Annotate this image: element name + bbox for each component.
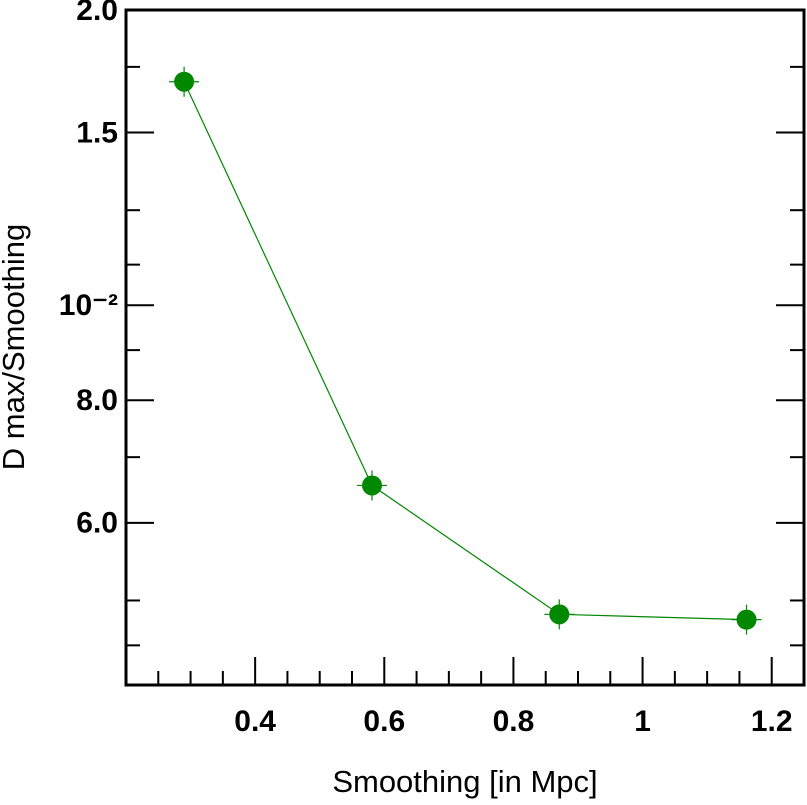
y-tick-label: 8.0 bbox=[76, 384, 118, 417]
data-line bbox=[183, 81, 747, 621]
marker bbox=[549, 604, 570, 625]
y-tick-label: 6.0 bbox=[76, 507, 118, 540]
x-axis-label: Smoothing [in Mpc] bbox=[332, 764, 597, 799]
x-tick-label: 0.8 bbox=[493, 705, 535, 738]
x-tick-label: 0.6 bbox=[363, 705, 405, 738]
x-tick-label: 0.4 bbox=[234, 705, 276, 738]
y-tick-label: 10⁻² bbox=[59, 289, 118, 322]
marker bbox=[736, 609, 757, 630]
marker bbox=[362, 475, 383, 496]
x-tick-label: 1.2 bbox=[751, 705, 793, 738]
y-tick-label: 2.0 bbox=[76, 0, 118, 27]
y-axis-label: D max/Smoothing bbox=[0, 224, 31, 470]
y-tick-label: 1.5 bbox=[76, 116, 118, 149]
plot-frame bbox=[124, 8, 806, 687]
marker bbox=[174, 71, 195, 92]
x-tick-label: 1 bbox=[634, 705, 651, 738]
